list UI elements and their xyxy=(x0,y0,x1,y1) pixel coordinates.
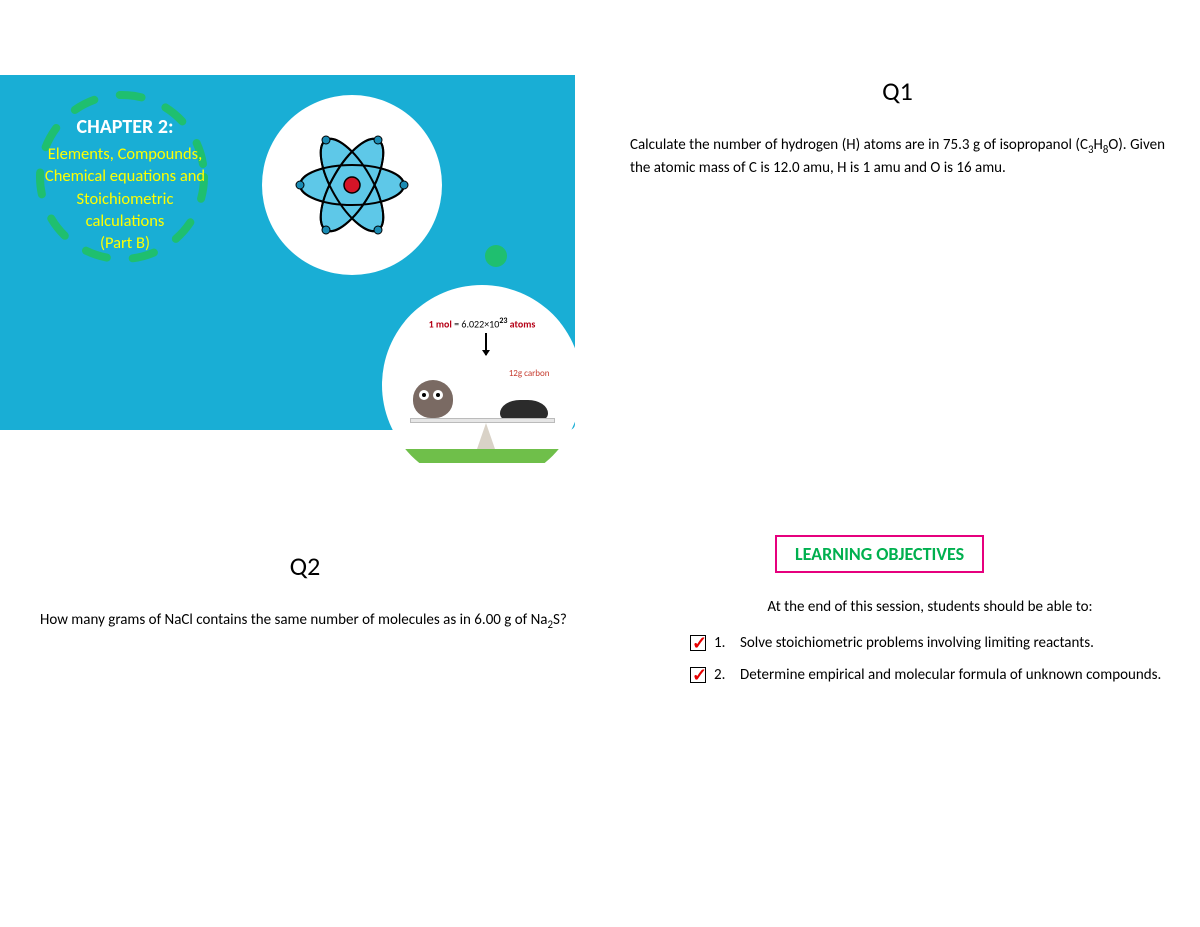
chapter-subtitle: Elements, Compounds,Chemical equations a… xyxy=(20,143,230,254)
carbon-pile-icon xyxy=(500,400,548,420)
chapter-banner: CHAPTER 2: Elements, Compounds,Chemical … xyxy=(0,75,575,430)
balance-fulcrum-icon xyxy=(477,423,495,449)
green-dot xyxy=(485,245,507,267)
q2-slide: Q2 How many grams of NaCl contains the s… xyxy=(40,550,570,633)
q2-body: How many grams of NaCl contains the same… xyxy=(40,610,570,633)
lo-heading-box: LEARNING OBJECTIVES xyxy=(775,535,984,573)
avogadro-line: 1 mol = 6.022×1023 atoms xyxy=(405,316,560,330)
atom-bubble xyxy=(262,95,442,275)
lo-item-number: 1. xyxy=(714,634,732,652)
q2-title: Q2 xyxy=(40,550,570,582)
atom-icon xyxy=(292,125,412,245)
chapter-text-block: CHAPTER 2: Elements, Compounds,Chemical … xyxy=(20,115,230,254)
mole-card: 1 mol = 6.022×1023 atoms 12g carbon xyxy=(405,308,560,463)
mole-animal-icon xyxy=(413,380,453,418)
lo-intro: At the end of this session, students sho… xyxy=(690,598,1170,616)
q1-slide: Q1 Calculate the number of hydrogen (H) … xyxy=(630,75,1165,179)
lo-item-text: Solve stoichiometric problems involving … xyxy=(740,634,1170,652)
checkbox-checked-icon xyxy=(690,635,706,651)
grass-strip xyxy=(405,449,560,463)
lo-item-number: 2. xyxy=(714,666,732,684)
q1-body: Calculate the number of hydrogen (H) ato… xyxy=(630,135,1165,179)
checkbox-checked-icon xyxy=(690,667,706,683)
mole-bubble: 1 mol = 6.022×1023 atoms 12g carbon xyxy=(382,285,582,485)
q1-title: Q1 xyxy=(630,75,1165,107)
lo-item: 1. Solve stoichiometric problems involvi… xyxy=(690,634,1170,652)
arrow-down-icon xyxy=(485,333,487,355)
lo-item: 2. Determine empirical and molecular for… xyxy=(690,666,1170,684)
learning-objectives-slide: LEARNING OBJECTIVES At the end of this s… xyxy=(690,535,1170,698)
lo-item-text: Determine empirical and molecular formul… xyxy=(740,666,1170,684)
carbon-mass-label: 12g carbon xyxy=(509,368,550,379)
chapter-title: CHAPTER 2: xyxy=(20,115,230,139)
